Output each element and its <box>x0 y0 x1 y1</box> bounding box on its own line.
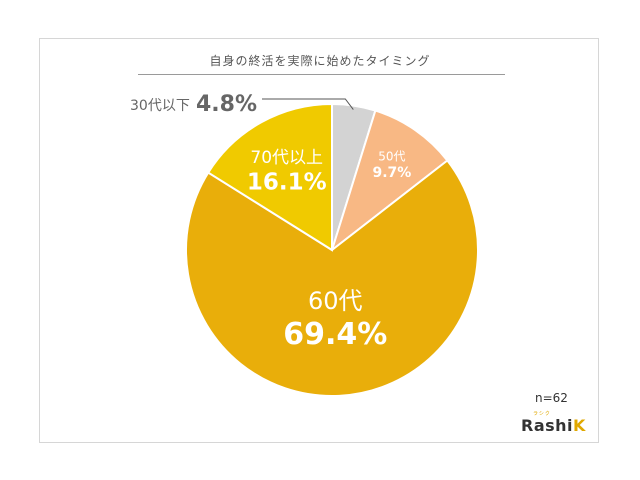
chart-title: 自身の終活を実際に始めたタイミング <box>209 54 431 68</box>
leader-line-30s <box>262 98 354 110</box>
sample-size-note: n=62 <box>535 391 568 405</box>
logo-kana: ラシク <box>533 411 551 417</box>
title-underline <box>138 74 505 75</box>
pie-slice-70s-and-over <box>206 102 333 252</box>
slice-value-50s: 9.7% <box>372 165 411 181</box>
rashik-logo: ラシク RashiK <box>521 410 591 438</box>
slice-label-60s: 60代 <box>308 287 363 315</box>
slice-label-30s-and-under: 30代以下 <box>130 98 190 114</box>
slice-label-50s: 50代 <box>378 150 405 164</box>
slice-label-70s-and-over: 70代以上 <box>250 148 323 168</box>
pie-slice-60s <box>185 159 479 397</box>
slice-value-30s-and-under: 4.8% <box>196 92 257 117</box>
pie-slice-50s <box>330 109 449 253</box>
logo-wordmark: RashiK <box>521 416 586 435</box>
slice-value-60s: 69.4% <box>283 317 387 352</box>
slice-value-70s-and-over: 16.1% <box>247 170 327 196</box>
